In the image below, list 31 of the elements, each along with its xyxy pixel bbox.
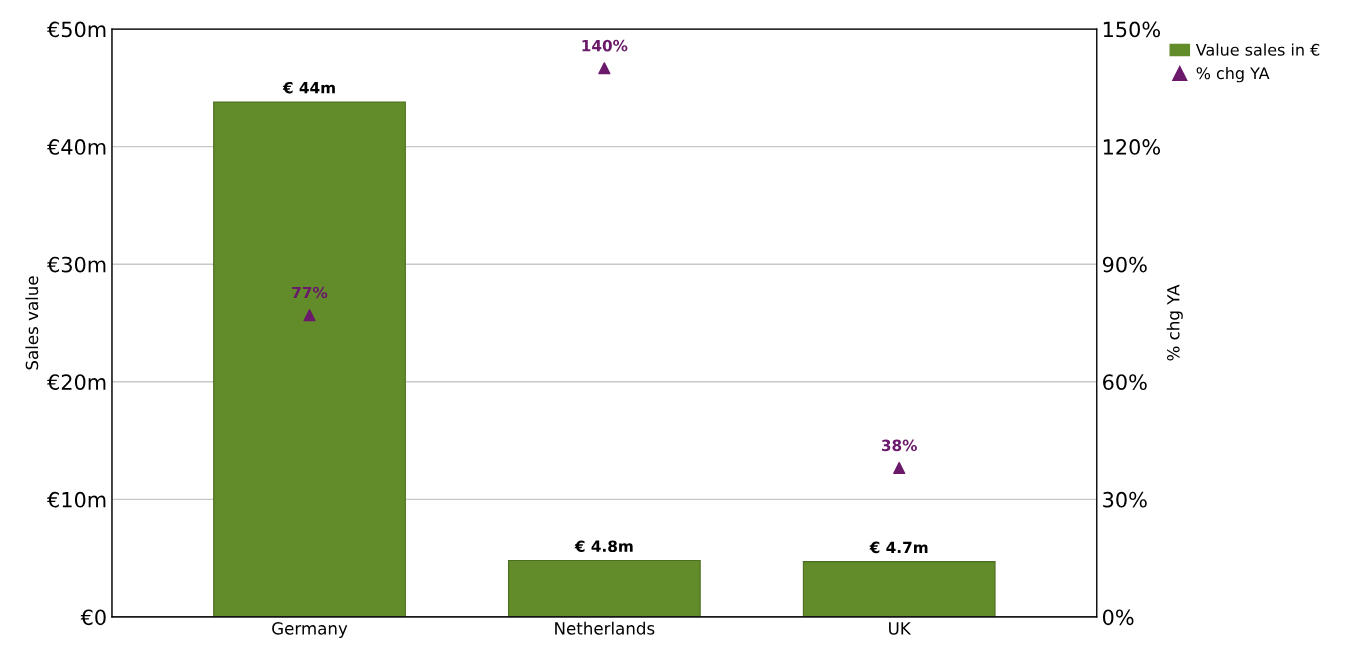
data-label: 38%	[881, 439, 917, 452]
y-tick-label: €40m	[47, 139, 106, 155]
x-tick-label: UK	[889, 622, 912, 635]
data-label: € 44m	[282, 81, 335, 94]
data-label: € 4.8m	[574, 540, 633, 552]
data-label: € 4.7m	[869, 541, 928, 554]
x-tick-label: Germany	[272, 622, 348, 638]
point	[303, 309, 316, 322]
y2-tick-label: 120%	[1103, 139, 1161, 155]
legend-label: Value sales in €	[1195, 43, 1320, 56]
y-axis-title: Sales value	[25, 276, 39, 370]
y2-tick-label: 90%	[1102, 256, 1147, 273]
point	[893, 461, 906, 475]
bar	[507, 559, 701, 617]
y-tick-label: €50m	[47, 21, 106, 38]
y2-tick-label: 30%	[1103, 491, 1147, 508]
bar	[802, 561, 996, 617]
y2-tick-label: 60%	[1103, 374, 1147, 390]
data-label: 140%	[582, 39, 628, 52]
bar	[213, 101, 406, 617]
point	[598, 62, 611, 75]
y-tick-label: €20m	[47, 374, 106, 390]
data-label: 77%	[292, 286, 328, 299]
y2-axis-title: % chg YA	[1166, 284, 1183, 361]
x-tick-label: Netherlands	[555, 621, 655, 635]
y-tick-label: €30m	[47, 256, 106, 273]
legend-label: % chg YA	[1196, 66, 1270, 83]
y-tick-label: €10m	[47, 491, 106, 508]
y2-tick-label: 150%	[1103, 21, 1161, 38]
y2-tick-label: 0%	[1102, 609, 1134, 626]
y-tick-label: €0	[80, 609, 106, 626]
